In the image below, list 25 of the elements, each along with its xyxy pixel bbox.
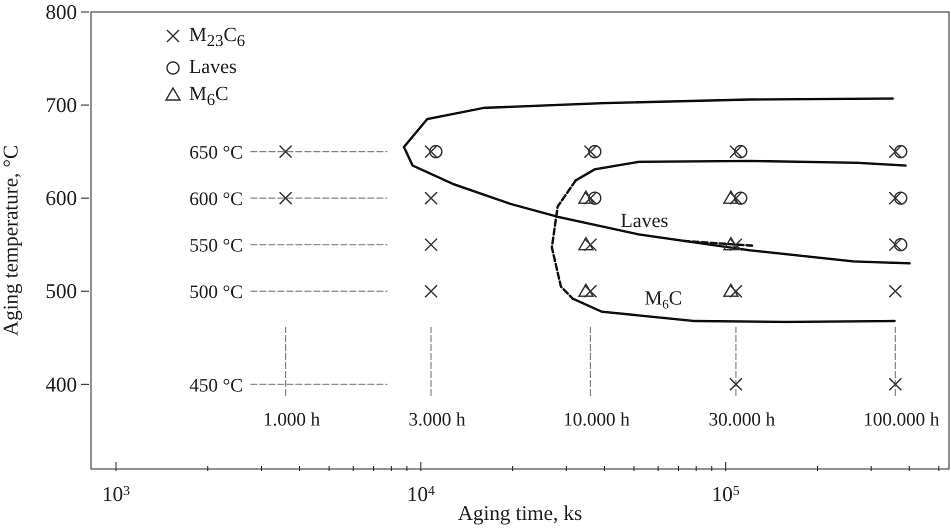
- legend-label: M$_{23}$C$_{6}$: [189, 24, 246, 50]
- annotation: 10.000 h: [563, 409, 630, 430]
- x-tick-label: 10$^{3}$: [102, 482, 130, 506]
- y-tick-label: 700: [46, 93, 77, 118]
- annotation: 30.000 h: [708, 409, 776, 430]
- y-tick-label: 400: [46, 372, 77, 396]
- x-tick-label: 10$^{4}$: [406, 482, 435, 506]
- x-axis-title: Aging time, ks: [458, 501, 582, 525]
- legend-label: M$_{6}$C: [189, 83, 228, 109]
- y-axis-title: Aging temperature, °C: [0, 145, 22, 336]
- annotation: 550 °C: [189, 236, 243, 257]
- y-tick-label: 800: [46, 0, 77, 24]
- legend-label: Laves: [189, 56, 237, 78]
- annotation: 3.000 h: [408, 409, 466, 430]
- annotation: 450 °C: [189, 375, 243, 396]
- annotation: 100.000 h: [863, 409, 940, 430]
- y-tick-label: 500: [46, 279, 77, 304]
- annotation: 600 °C: [189, 189, 243, 210]
- annotation: 1.000 h: [263, 409, 321, 430]
- y-tick-label: 600: [46, 186, 77, 210]
- annotation: 500 °C: [189, 282, 243, 304]
- annotation: 650 °C: [189, 142, 243, 164]
- annotation: M$_{6}$C: [644, 287, 682, 312]
- x-tick-label: 10$^{5}$: [712, 482, 740, 506]
- annotation: Laves: [620, 210, 668, 232]
